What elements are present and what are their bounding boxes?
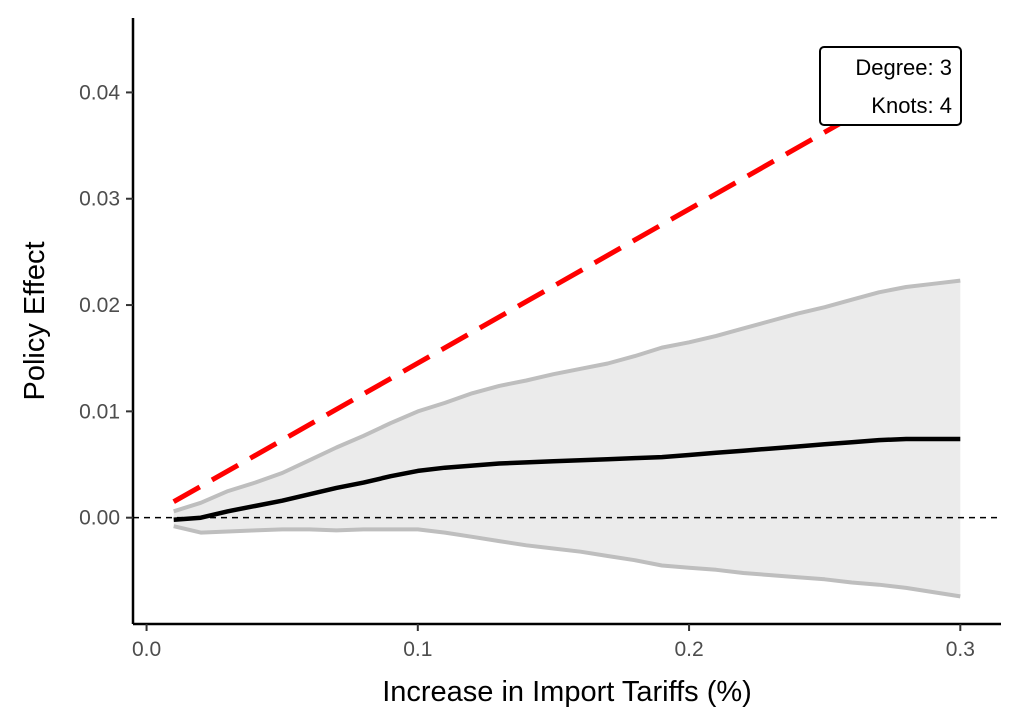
y-tick-label: 0.00 <box>79 507 120 530</box>
annotation-frame <box>819 46 962 126</box>
true-effect-line <box>172 53 962 504</box>
axes-layer <box>131 18 1001 626</box>
confidence-band-lower <box>173 524 961 599</box>
y-tick-label: 0.03 <box>79 188 120 211</box>
x-tick-label: 0.1 <box>403 638 432 661</box>
x-axis-title: Increase in Import Tariffs (%) <box>382 676 752 708</box>
x-tick-label: 0.3 <box>946 638 975 661</box>
x-tick-label: 0.2 <box>674 638 703 661</box>
confidence-band-upper <box>173 278 961 514</box>
annotation-degree: Degree: 3 <box>855 55 952 80</box>
x-tick-label: 0.0 <box>132 638 161 661</box>
series-layer <box>172 53 962 523</box>
y-tick-label: 0.01 <box>79 400 120 423</box>
estimated-effect-line <box>173 436 961 523</box>
y-axis-title: Policy Effect <box>19 241 51 400</box>
annotation-knots: Knots: 4 <box>871 93 952 118</box>
y-tick-label: 0.04 <box>79 81 120 104</box>
y-tick-label: 0.02 <box>79 294 120 317</box>
confidence-band-layer <box>173 278 961 599</box>
annotation-box: Degree: 3 Knots: 4 <box>819 46 962 126</box>
ticks-layer: 0.0 0.1 0.2 0.3 0.00 0.01 0.02 0.03 0.04 <box>79 81 975 661</box>
